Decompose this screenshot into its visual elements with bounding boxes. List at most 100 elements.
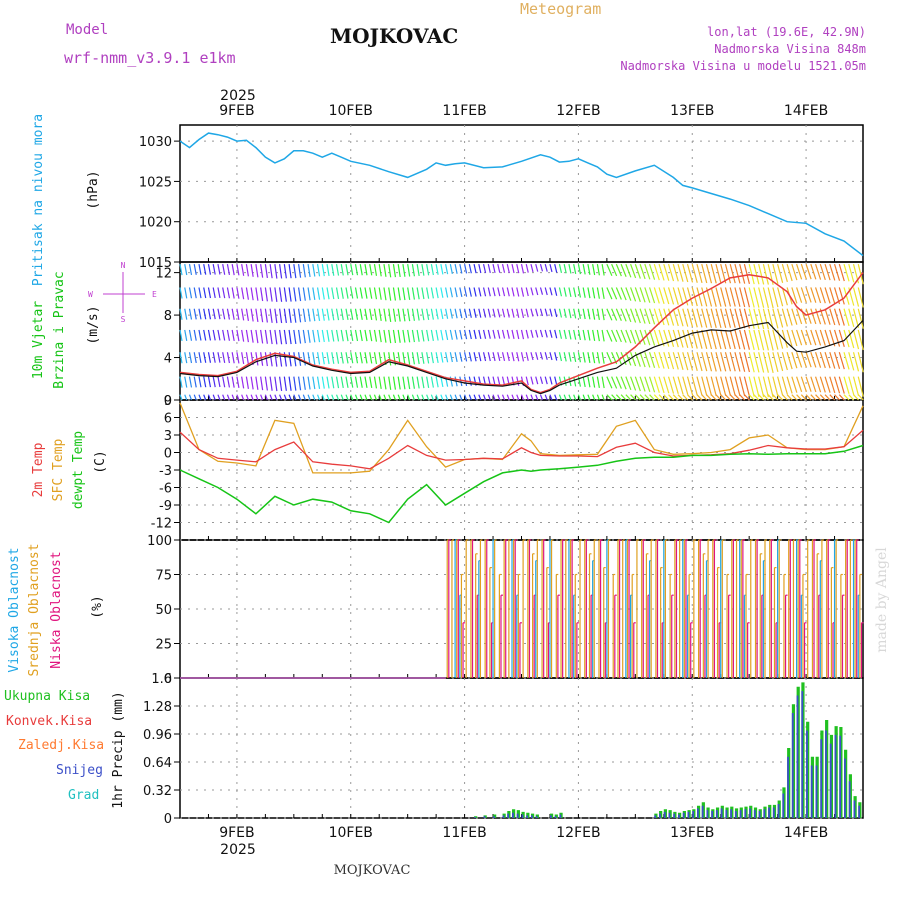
wind-barb bbox=[288, 394, 292, 401]
wind-barb bbox=[435, 329, 439, 341]
wind-barb bbox=[810, 308, 817, 325]
wind-barb bbox=[772, 394, 779, 401]
wind-barb bbox=[705, 308, 713, 328]
wind-barb bbox=[354, 394, 359, 401]
wind-barb bbox=[454, 352, 458, 362]
wind-barb bbox=[217, 287, 221, 298]
precip-bar-snow bbox=[749, 808, 751, 818]
precip-bar-snow bbox=[791, 713, 794, 818]
wind-barb bbox=[601, 287, 605, 299]
wind-barb bbox=[696, 376, 703, 396]
precip-bar-snow bbox=[772, 807, 775, 818]
wind-barb bbox=[525, 376, 529, 386]
wind-barb bbox=[611, 308, 618, 321]
wind-barb bbox=[260, 287, 264, 302]
wind-barb bbox=[331, 376, 335, 389]
wind-barb bbox=[307, 308, 311, 322]
wind-barb bbox=[264, 287, 268, 302]
wind-barb bbox=[606, 351, 613, 365]
wind-barb bbox=[331, 352, 335, 364]
wind-barb bbox=[369, 329, 373, 342]
wind-barb bbox=[302, 308, 306, 322]
wind-barb bbox=[758, 352, 765, 373]
wind-barb bbox=[677, 394, 684, 401]
wind-barb bbox=[710, 376, 717, 396]
wind-barb bbox=[691, 376, 698, 396]
wind-barb bbox=[544, 287, 548, 296]
wind-barb bbox=[445, 352, 449, 363]
wind-barb bbox=[691, 263, 698, 283]
wind-barb bbox=[658, 263, 665, 281]
cloud-mid-label: Srednja Oblacnost bbox=[27, 543, 42, 676]
wind-barb bbox=[226, 352, 231, 364]
wind-barb bbox=[544, 308, 548, 317]
wind-barb bbox=[520, 329, 525, 340]
wind-barb bbox=[293, 308, 297, 323]
wind-barb bbox=[648, 376, 656, 393]
wind-barb bbox=[407, 287, 411, 300]
wind-barb bbox=[217, 376, 221, 388]
wind-barb bbox=[739, 394, 746, 401]
precip-bar-snow bbox=[673, 813, 676, 818]
wind-barb bbox=[506, 263, 510, 274]
wind-barb bbox=[269, 287, 273, 302]
wind-barb bbox=[231, 352, 235, 364]
wind-barb bbox=[805, 308, 812, 324]
wind-barb bbox=[222, 394, 226, 401]
wind-barb bbox=[833, 308, 841, 326]
wind-barb bbox=[587, 329, 591, 341]
bottom-day-label: 14FEB bbox=[784, 825, 828, 841]
precip-bar-snow bbox=[839, 735, 842, 818]
wind-barb bbox=[283, 308, 287, 323]
wind-barb bbox=[577, 264, 582, 275]
wind-barb bbox=[848, 352, 855, 371]
wind-barb bbox=[250, 329, 254, 343]
precip-bar-snow bbox=[549, 815, 552, 818]
wind-barb bbox=[558, 352, 563, 362]
wind-barb bbox=[487, 308, 491, 318]
wind-barb bbox=[729, 287, 736, 307]
wind-barb bbox=[772, 263, 779, 284]
wind-barb bbox=[715, 352, 722, 372]
wind-barb bbox=[440, 308, 444, 320]
wind-barb bbox=[459, 376, 463, 387]
wind-barb bbox=[245, 308, 249, 322]
wind-barb bbox=[179, 376, 183, 388]
wind-barb bbox=[634, 308, 641, 324]
wind-barb bbox=[677, 329, 684, 348]
wind-barb bbox=[653, 287, 660, 304]
wind-barb bbox=[392, 264, 397, 278]
precip-snow-label: Snijeg bbox=[56, 763, 103, 778]
wind-barb bbox=[307, 329, 311, 343]
wind-barb bbox=[554, 394, 558, 401]
wind-barb bbox=[245, 394, 249, 401]
wind-barb bbox=[791, 287, 798, 304]
precip-bar-snow bbox=[834, 734, 837, 818]
wind-barb bbox=[217, 264, 221, 275]
wind-barb bbox=[492, 394, 496, 401]
wind-barb bbox=[786, 352, 793, 370]
wind-barb bbox=[416, 329, 420, 342]
wind-barb bbox=[193, 287, 197, 299]
wind-barb bbox=[853, 394, 859, 401]
wind-barb bbox=[203, 376, 207, 388]
wind-barb bbox=[411, 394, 415, 401]
wind-barb bbox=[402, 287, 406, 301]
wind-barb bbox=[848, 329, 855, 349]
wind-barb bbox=[762, 287, 769, 309]
wind-barb bbox=[758, 287, 765, 308]
footer-station: MOJKOVAC bbox=[334, 863, 411, 878]
wind-barb bbox=[411, 329, 416, 343]
wind-barb bbox=[525, 308, 529, 318]
wind-barb bbox=[781, 352, 788, 371]
wind-barb bbox=[630, 376, 637, 391]
y-tick-label: 6 bbox=[164, 412, 172, 427]
wind-barb bbox=[682, 308, 689, 327]
top-day-label: 12FEB bbox=[556, 103, 600, 119]
wind-barb bbox=[421, 287, 425, 300]
wind-barb bbox=[606, 394, 613, 401]
wind-barb bbox=[241, 329, 245, 342]
wind-barb bbox=[440, 376, 444, 388]
wind-barb bbox=[843, 308, 850, 327]
wind-barb bbox=[250, 308, 254, 322]
